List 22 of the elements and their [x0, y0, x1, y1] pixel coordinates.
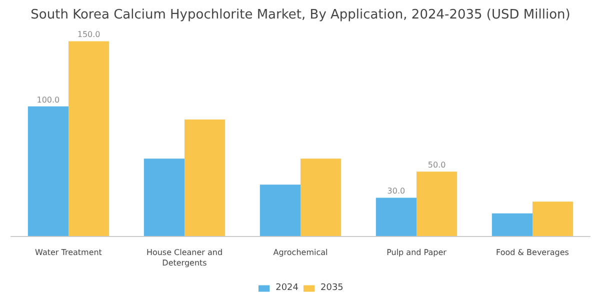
x-tick-label: Pulp and Paper: [386, 248, 448, 257]
x-tick-label: House Cleaner and Detergents: [146, 248, 223, 268]
legend-label: 2035: [320, 283, 344, 293]
bar: [260, 184, 300, 237]
data-label: 30.0: [387, 186, 406, 196]
bar: [492, 213, 532, 237]
bar: [532, 202, 574, 237]
data-label: 50.0: [428, 160, 446, 170]
bar: [28, 106, 68, 237]
bar: [144, 158, 184, 237]
x-tick-label: Agrochemical: [273, 248, 328, 257]
x-tick-label: Food & Beverages: [496, 248, 569, 257]
data-label: 100.0: [36, 95, 60, 104]
legend-label: 2024: [276, 283, 298, 293]
bar: [376, 198, 416, 237]
bar: [184, 119, 226, 237]
bar: [416, 172, 458, 237]
data-label: 150.0: [77, 30, 100, 40]
x-tick-label: Water Treatment: [35, 248, 102, 257]
bar: [300, 158, 342, 237]
bar: [68, 41, 110, 237]
chart-title: South Korea Calcium Hypochlorite Market, By Application, 2024-2035 (USD Million): [30, 8, 570, 22]
